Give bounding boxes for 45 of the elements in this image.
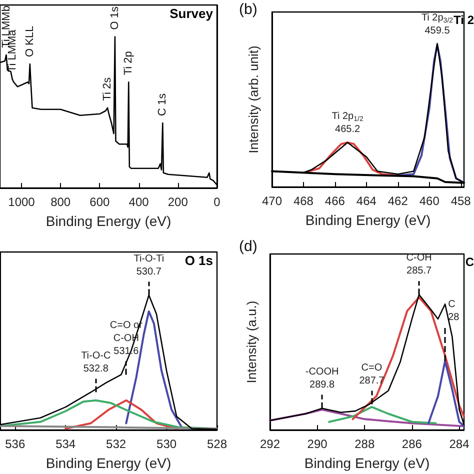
x-tick-label: 400 bbox=[128, 195, 150, 209]
x-tick-label: 462 bbox=[388, 194, 408, 208]
x-axis-title: Binding Energy (eV) bbox=[305, 212, 431, 228]
x-tick-label: 470 bbox=[262, 194, 282, 208]
annotation: C 28 bbox=[448, 298, 460, 323]
text: (b) bbox=[239, 1, 258, 18]
x-tick-label: 534 bbox=[56, 437, 76, 451]
x-tick-label: 458 bbox=[450, 194, 472, 208]
x-axis-title: Binding Energy (eV) bbox=[46, 455, 172, 471]
annotation: -COOH 289.8 bbox=[305, 366, 339, 390]
chart-title: Survey bbox=[170, 6, 214, 21]
x-tick-label: 528 bbox=[206, 437, 228, 451]
x-tick-label: 468 bbox=[293, 194, 314, 208]
y-axis-title: Intensity (a.u.) bbox=[244, 300, 259, 384]
annotation: Ti 2s bbox=[102, 76, 114, 101]
x-tick-label: 466 bbox=[324, 194, 346, 208]
x-tick-label: 288 bbox=[354, 437, 375, 451]
x-axis-title: Binding Energy (eV) bbox=[46, 213, 172, 229]
text: (d) bbox=[239, 238, 258, 255]
annotation: Ti 2p bbox=[122, 51, 135, 76]
x-tick-label: 530 bbox=[156, 437, 177, 451]
annotation: C 1s bbox=[156, 92, 169, 116]
annotation: C-OH 285.7 bbox=[406, 252, 432, 277]
x-tick-label: 460 bbox=[419, 194, 440, 208]
y-axis-title: Intensity (arb. unit) bbox=[246, 46, 261, 154]
x-tick-label: 536 bbox=[5, 437, 26, 451]
x-tick-label: 800 bbox=[50, 195, 71, 209]
x-tick-label: 600 bbox=[90, 195, 110, 209]
x-axis-title: Binding Energy (eV) bbox=[304, 455, 430, 471]
annotation: Ti-O-C 532.8 bbox=[81, 350, 111, 374]
x-tick-label: 532 bbox=[106, 437, 126, 451]
x-tick-label: 1000 bbox=[8, 195, 36, 209]
x-tick-label: 200 bbox=[168, 195, 188, 209]
x-tick-label: 284 bbox=[449, 437, 470, 451]
x-tick-label: 290 bbox=[307, 437, 328, 451]
chart-title: C bbox=[465, 255, 474, 269]
annotation: Ti-O-Ti 530.7 bbox=[134, 253, 164, 278]
x-tick-label: 292 bbox=[260, 437, 280, 451]
x-tick-label: 464 bbox=[356, 194, 377, 208]
x-tick-label: 0 bbox=[214, 195, 221, 209]
x-tick-label: 286 bbox=[402, 437, 422, 451]
annotation: O 1s bbox=[108, 6, 121, 30]
annotation: O KLL bbox=[24, 26, 36, 57]
chart-title: O 1s bbox=[184, 253, 214, 268]
chart-title: Ti 2 bbox=[454, 13, 474, 27]
